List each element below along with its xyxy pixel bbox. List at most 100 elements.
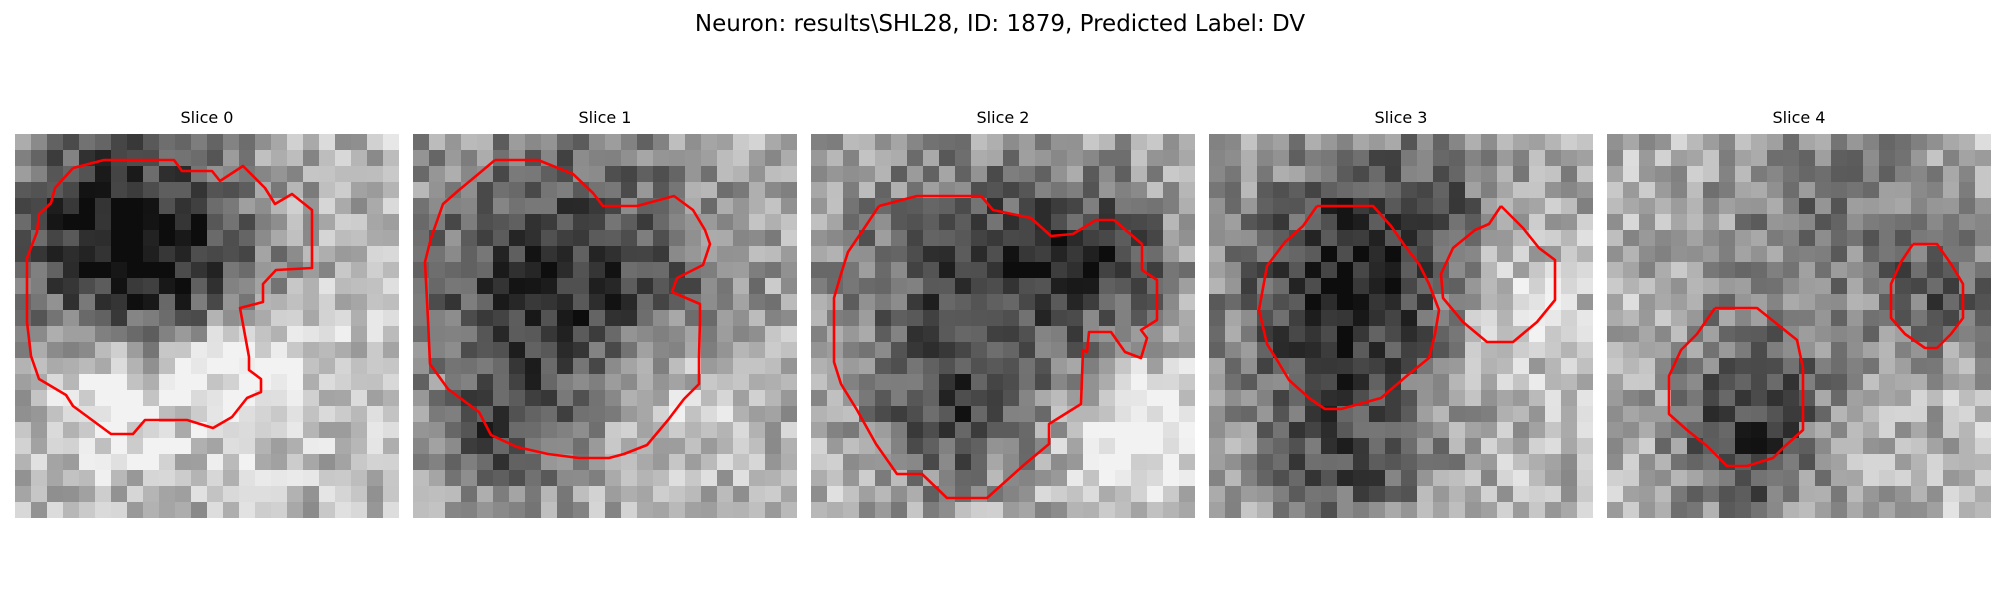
pixel bbox=[875, 134, 892, 151]
pixel bbox=[79, 182, 96, 199]
pixel bbox=[1497, 262, 1514, 279]
pixel bbox=[1719, 246, 1736, 263]
pixel bbox=[1577, 342, 1593, 359]
pixel bbox=[685, 454, 702, 471]
pixel bbox=[685, 182, 702, 199]
pixel bbox=[319, 278, 336, 295]
pixel bbox=[1369, 502, 1386, 518]
pixel bbox=[95, 166, 112, 183]
pixel bbox=[319, 390, 336, 407]
pixel bbox=[271, 406, 288, 423]
pixel bbox=[1719, 262, 1736, 279]
pixel bbox=[1751, 390, 1768, 407]
pixel bbox=[271, 438, 288, 455]
pixel bbox=[383, 326, 399, 343]
pixel bbox=[541, 470, 558, 487]
pixel bbox=[95, 502, 112, 518]
pixel bbox=[1751, 214, 1768, 231]
pixel bbox=[811, 358, 828, 375]
pixel bbox=[1273, 214, 1290, 231]
pixel bbox=[1799, 326, 1816, 343]
pixel bbox=[223, 214, 240, 231]
pixel bbox=[1639, 182, 1656, 199]
pixel bbox=[143, 454, 160, 471]
pixel bbox=[749, 406, 766, 423]
pixel bbox=[1655, 342, 1672, 359]
pixel bbox=[1083, 150, 1100, 167]
pixel bbox=[1623, 182, 1640, 199]
pixel bbox=[383, 358, 399, 375]
pixel bbox=[1863, 246, 1880, 263]
pixel bbox=[653, 182, 670, 199]
pixel bbox=[1529, 150, 1546, 167]
pixel bbox=[1305, 422, 1322, 439]
pixel bbox=[1225, 502, 1242, 518]
pixel bbox=[1163, 246, 1180, 263]
pixel bbox=[733, 230, 750, 247]
pixel bbox=[781, 422, 797, 439]
pixel bbox=[781, 486, 797, 503]
pixel bbox=[1577, 406, 1593, 423]
pixel bbox=[1147, 230, 1164, 247]
pixel bbox=[143, 134, 160, 151]
pixel bbox=[1607, 166, 1624, 183]
pixel bbox=[1863, 502, 1880, 518]
pixel bbox=[1401, 230, 1418, 247]
pixel bbox=[15, 390, 32, 407]
pixel bbox=[987, 214, 1004, 231]
pixel bbox=[637, 390, 654, 407]
pixel bbox=[1035, 342, 1052, 359]
pixel bbox=[1943, 438, 1960, 455]
pixel bbox=[1895, 454, 1912, 471]
pixel bbox=[493, 198, 510, 215]
pixel bbox=[1895, 278, 1912, 295]
pixel bbox=[367, 470, 384, 487]
pixel bbox=[843, 278, 860, 295]
pixel bbox=[939, 182, 956, 199]
pixel bbox=[541, 454, 558, 471]
pixel bbox=[1305, 342, 1322, 359]
pixel bbox=[1353, 470, 1370, 487]
pixel bbox=[1337, 502, 1354, 518]
pixel bbox=[1019, 198, 1036, 215]
pixel bbox=[1241, 358, 1258, 375]
pixel bbox=[1163, 390, 1180, 407]
pixel bbox=[445, 486, 462, 503]
pixel bbox=[1115, 166, 1132, 183]
pixel bbox=[1067, 374, 1084, 391]
pixel bbox=[383, 374, 399, 391]
pixel bbox=[1639, 310, 1656, 327]
pixel bbox=[191, 326, 208, 343]
pixel bbox=[1799, 150, 1816, 167]
pixel bbox=[1241, 278, 1258, 295]
pixel bbox=[413, 358, 430, 375]
pixel bbox=[143, 342, 160, 359]
pixel bbox=[1481, 326, 1498, 343]
pixel bbox=[875, 150, 892, 167]
pixel bbox=[47, 358, 64, 375]
pixel bbox=[749, 502, 766, 518]
pixel bbox=[1975, 294, 1991, 311]
pixel bbox=[1163, 134, 1180, 151]
pixel bbox=[303, 150, 320, 167]
pixel bbox=[255, 326, 272, 343]
pixel bbox=[223, 390, 240, 407]
pixel bbox=[669, 374, 686, 391]
pixel bbox=[95, 134, 112, 151]
pixel bbox=[223, 486, 240, 503]
pixel bbox=[1561, 502, 1578, 518]
pixel bbox=[907, 374, 924, 391]
roi-contour bbox=[25, 158, 314, 436]
pixel bbox=[127, 406, 144, 423]
pixel bbox=[207, 150, 224, 167]
pixel bbox=[1257, 246, 1274, 263]
pixel bbox=[1879, 454, 1896, 471]
pixel bbox=[1799, 342, 1816, 359]
pixel bbox=[669, 198, 686, 215]
pixel bbox=[95, 150, 112, 167]
pixel bbox=[1257, 374, 1274, 391]
pixel bbox=[271, 374, 288, 391]
pixel bbox=[1927, 406, 1944, 423]
pixel bbox=[95, 358, 112, 375]
pixel bbox=[1815, 406, 1832, 423]
